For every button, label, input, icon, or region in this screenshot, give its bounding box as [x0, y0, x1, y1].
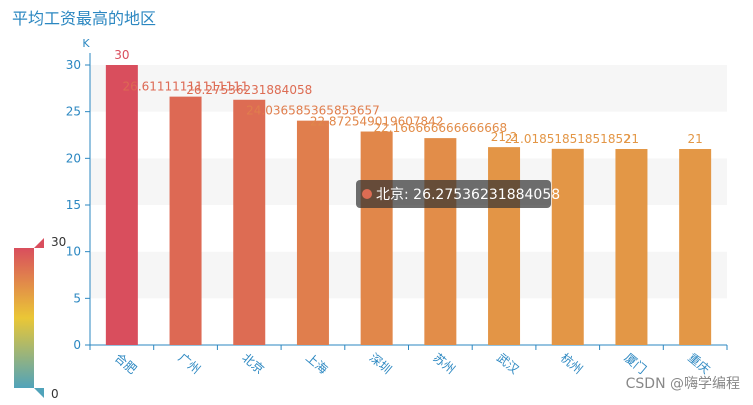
y-tick-label: 15 [66, 198, 81, 212]
tooltip-box [356, 180, 551, 208]
x-tick-label: 深圳 [367, 351, 394, 377]
data-label: 21 [624, 132, 639, 146]
bar [551, 148, 584, 345]
data-label: 21.2 [491, 130, 518, 144]
bar [615, 149, 648, 345]
data-label: 22.166666666666668 [374, 121, 508, 135]
x-tick-label: 合肥 [112, 350, 140, 377]
x-tick-label: 上海 [303, 350, 331, 377]
bar [296, 120, 329, 345]
tooltip: 北京: 26.27536231884058 [356, 180, 560, 208]
data-label: 24.036585365853657 [246, 104, 380, 118]
tooltip-text: 北京: 26.27536231884058 [376, 187, 560, 203]
x-tick-label: 苏州 [430, 351, 457, 377]
y-tick-label: 10 [66, 245, 81, 259]
data-label: 26.27536231884058 [186, 83, 312, 97]
data-label: 22.872549019607842 [310, 115, 444, 129]
visual-map-handle [34, 388, 44, 398]
tooltip-marker [362, 189, 372, 199]
data-label: 21 [688, 132, 703, 146]
bar [424, 138, 457, 345]
x-tick-label: 厦门 [622, 350, 650, 377]
chart-title: 平均工资最高的地区 [12, 9, 156, 28]
x-tick-label: 广州 [176, 351, 203, 377]
y-tick-label: 5 [73, 291, 81, 305]
x-tick-label: 杭州 [558, 350, 586, 377]
y-tick-label: 30 [66, 58, 81, 72]
x-tick-label: 武汉 [494, 351, 521, 377]
y-tick-label: 20 [66, 151, 81, 165]
bar [488, 147, 521, 345]
x-tick-label: 重庆 [685, 351, 712, 377]
y-tick-label: 0 [73, 338, 81, 352]
bar [169, 96, 202, 345]
visual-map-bar [14, 248, 34, 388]
data-label: 21.01851851851852 [505, 132, 631, 146]
data-label: 26.61111111111111 [123, 80, 249, 94]
bar [105, 65, 138, 345]
bar [360, 131, 393, 345]
data-label: 30 [114, 48, 129, 62]
bar [233, 99, 266, 346]
visual-map-min: 0 [51, 387, 59, 401]
bar [679, 149, 712, 345]
y-axis-unit: K [82, 37, 90, 50]
visual-map-handle [34, 238, 44, 248]
x-tick-label: 北京 [239, 351, 266, 377]
visual-map-max: 30 [51, 235, 66, 249]
y-tick-label: 25 [66, 105, 81, 119]
watermark: CSDN @嗨学编程 [626, 376, 740, 392]
